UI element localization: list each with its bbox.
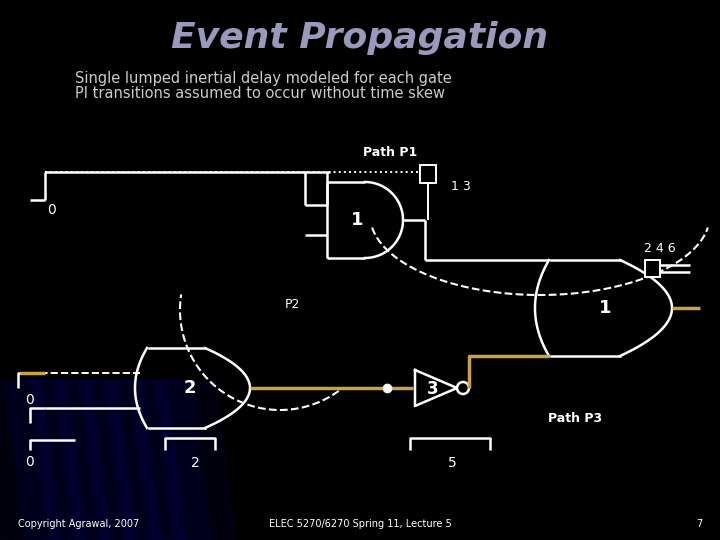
Text: Copyright Agrawal, 2007: Copyright Agrawal, 2007: [18, 519, 139, 529]
Text: 2 4 6: 2 4 6: [644, 241, 676, 254]
Text: 7: 7: [696, 519, 702, 529]
Text: 1: 1: [351, 211, 364, 229]
Circle shape: [457, 382, 469, 394]
Text: PI transitions assumed to occur without time skew: PI transitions assumed to occur without …: [75, 86, 445, 102]
Text: 3: 3: [427, 380, 438, 398]
Bar: [645, 260, 660, 277]
Text: 5: 5: [448, 456, 456, 470]
Text: ELEC 5270/6270 Spring 11, Lecture 5: ELEC 5270/6270 Spring 11, Lecture 5: [269, 519, 451, 529]
Text: Path P3: Path P3: [548, 411, 602, 424]
Text: Path P1: Path P1: [363, 145, 417, 159]
Text: 1 3: 1 3: [451, 180, 471, 193]
Text: 2: 2: [184, 379, 197, 397]
Text: Single lumped inertial delay modeled for each gate: Single lumped inertial delay modeled for…: [75, 71, 451, 85]
Text: 0: 0: [26, 393, 35, 407]
Text: Event Propagation: Event Propagation: [171, 21, 549, 55]
Text: 2: 2: [191, 456, 199, 470]
Bar: [420, 165, 436, 183]
Text: P2: P2: [285, 299, 300, 312]
Text: 1: 1: [599, 299, 611, 317]
Text: 0: 0: [26, 455, 35, 469]
Text: 0: 0: [48, 203, 56, 217]
